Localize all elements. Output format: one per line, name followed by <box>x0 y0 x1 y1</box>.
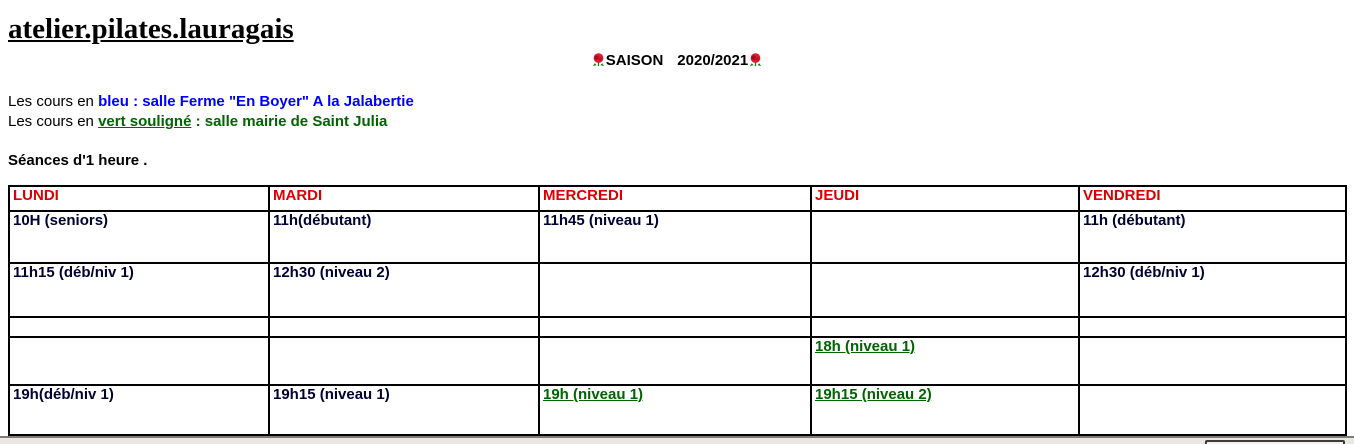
legend-blue-location: bleu : salle Ferme "En Boyer" A la Jalab… <box>98 93 414 110</box>
schedule-cell <box>810 262 1080 318</box>
schedule-cell <box>810 210 1080 264</box>
schedule-cell: 19h(déb/niv 1) <box>8 384 270 436</box>
schedule-cell <box>1078 316 1347 338</box>
course-label: 11h45 (niveau 1) <box>543 212 659 229</box>
day-column-header: JEUDI <box>810 185 1080 212</box>
footer-bar <box>0 436 1354 444</box>
schedule-cell: 18h (niveau 1) <box>810 336 1080 386</box>
day-header-row: LUNDI MARDI MERCREDI JEUDI VENDREDI <box>8 185 1347 212</box>
table-row <box>8 316 1347 338</box>
schedule-cell: 19h (niveau 1) <box>538 384 812 436</box>
schedule-table: LUNDI MARDI MERCREDI JEUDI VENDREDI 10H (sen… <box>8 185 1347 436</box>
course-label: 11h(débutant) <box>273 212 372 229</box>
course-label: 12h30 (niveau 2) <box>273 264 390 281</box>
legend-green-keyword: vert souligné <box>98 113 192 130</box>
season-years: 2020/2021 <box>677 52 749 69</box>
schedule-cell <box>538 262 812 318</box>
course-label: 11h15 (déb/niv 1) <box>13 264 134 281</box>
course-label-green: 19h15 (niveau 2) <box>815 386 932 403</box>
footer-partial-button[interactable] <box>1205 440 1345 444</box>
schedule-cell <box>268 336 540 386</box>
day-column-header: MERCREDI <box>538 185 812 212</box>
schedule-cell: 19h15 (niveau 2) <box>810 384 1080 436</box>
course-label: 19h15 (niveau 1) <box>273 386 390 403</box>
course-label-green: 19h (niveau 1) <box>543 386 644 403</box>
schedule-cell <box>8 336 270 386</box>
schedule-cell: 19h15 (niveau 1) <box>268 384 540 436</box>
season-heading: SAISON 2020/2021 <box>0 52 1354 72</box>
day-column-header: VENDREDI <box>1078 185 1347 212</box>
day-column-header: MARDI <box>268 185 540 212</box>
schedule-cell <box>810 316 1080 338</box>
course-label: 10H (seniors) <box>13 212 109 229</box>
site-title-link[interactable]: atelier.pilates.lauragais <box>8 13 294 45</box>
schedule-cell <box>538 336 812 386</box>
course-label-green: 18h (niveau 1) <box>815 338 916 355</box>
table-row: 18h (niveau 1) <box>8 336 1347 386</box>
schedule-cell <box>268 316 540 338</box>
schedule-cell: 11h(débutant) <box>268 210 540 264</box>
legend-prefix: Les cours en <box>8 93 99 110</box>
schedule-cell <box>538 316 812 338</box>
location-legend: Les cours en bleu : salle Ferme "En Boye… <box>8 92 1354 132</box>
schedule-cell <box>1078 336 1347 386</box>
rose-icon <box>748 52 763 67</box>
legend-line-green: Les cours en vert souligné : salle mairi… <box>8 112 1354 132</box>
legend-line-blue: Les cours en bleu : salle Ferme "En Boye… <box>8 92 1354 112</box>
schedule-cell: 11h (débutant) <box>1078 210 1347 264</box>
legend-green-location: : salle mairie de Saint Julia <box>191 113 388 130</box>
table-row: 19h(déb/niv 1) 19h15 (niveau 1) 19h (nivea… <box>8 384 1347 436</box>
course-label: 12h30 (déb/niv 1) <box>1083 264 1205 281</box>
schedule-cell: 12h30 (niveau 2) <box>268 262 540 318</box>
schedule-body: 10H (seniors) 11h(débutant) 11h45 (niveau … <box>8 210 1347 436</box>
schedule-cell: 11h45 (niveau 1) <box>538 210 812 264</box>
season-word: SAISON <box>605 52 664 69</box>
table-row: 10H (seniors) 11h(débutant) 11h45 (niveau … <box>8 210 1347 264</box>
schedule-cell: 12h30 (déb/niv 1) <box>1078 262 1347 318</box>
day-column-header: LUNDI <box>8 185 270 212</box>
rose-icon <box>591 52 606 67</box>
course-label: 11h (débutant) <box>1083 212 1186 229</box>
table-row: 11h15 (déb/niv 1) 12h30 (niveau 2) 12h30 (… <box>8 262 1347 318</box>
duration-note: Séances d'1 heure . <box>8 152 148 169</box>
schedule-cell: 10H (seniors) <box>8 210 270 264</box>
course-label: 19h(déb/niv 1) <box>13 386 114 403</box>
schedule-cell <box>8 316 270 338</box>
schedule-cell <box>1078 384 1347 436</box>
schedule-cell: 11h15 (déb/niv 1) <box>8 262 270 318</box>
legend-prefix: Les cours en <box>8 113 99 130</box>
